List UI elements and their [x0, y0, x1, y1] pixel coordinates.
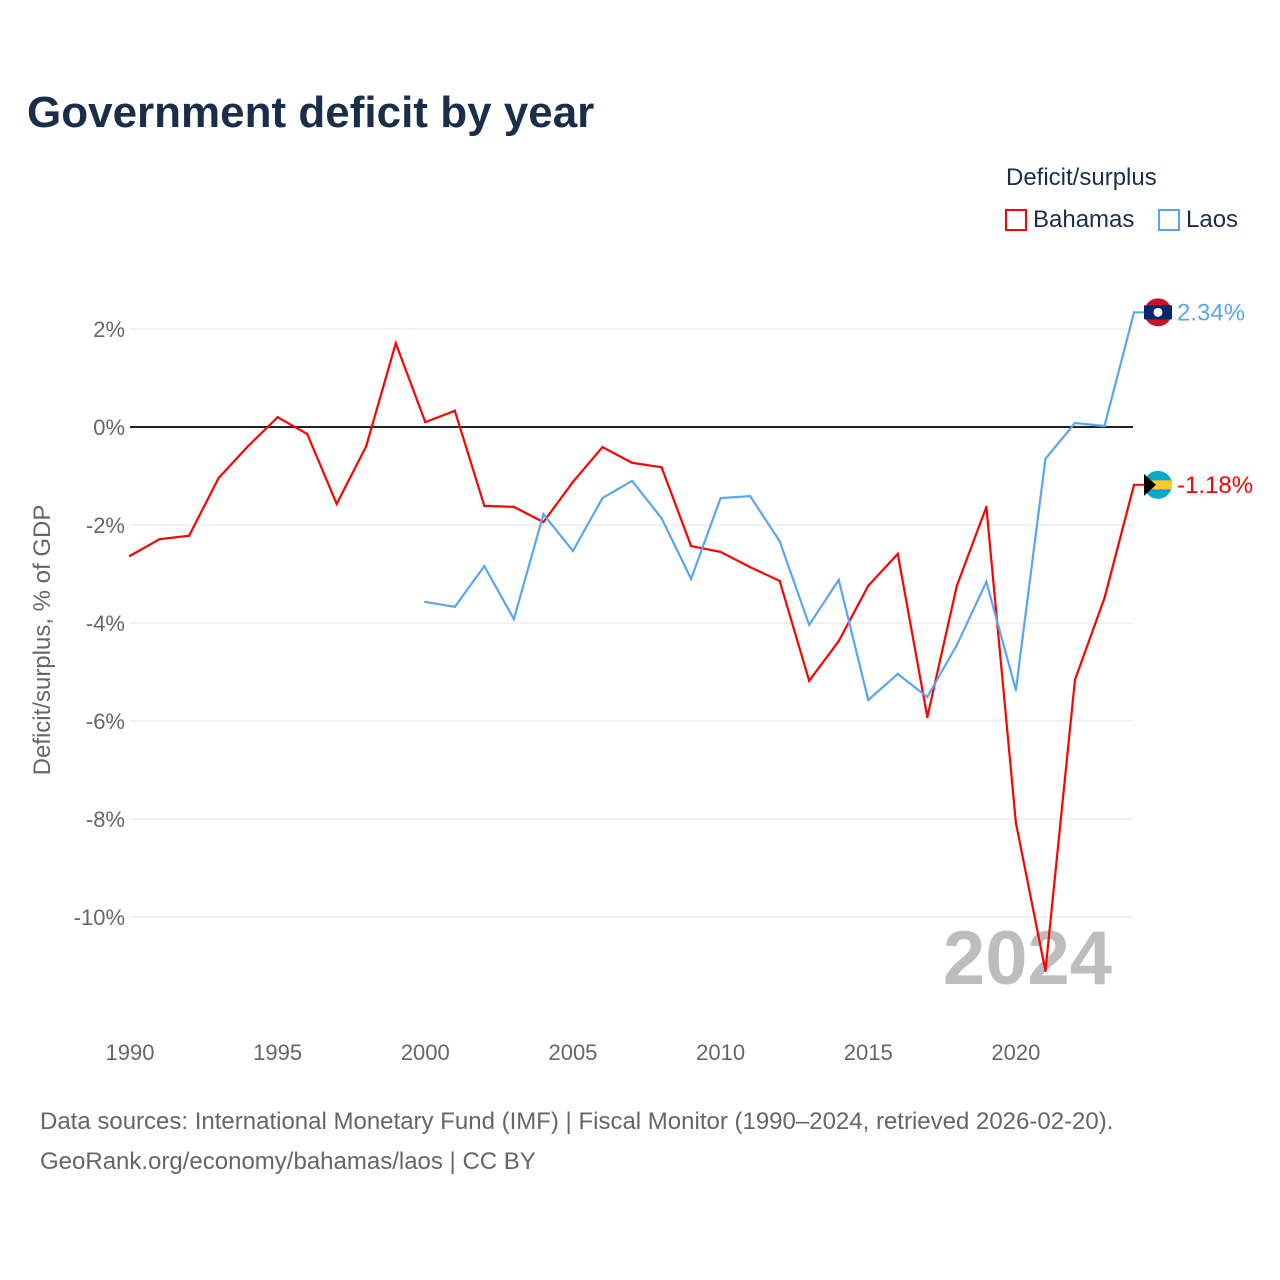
data-point: [246, 444, 250, 448]
data-point: [128, 554, 132, 558]
data-point: [660, 516, 663, 520]
legend-item-laos[interactable]: Laos: [1158, 206, 1238, 234]
data-point: [1044, 969, 1047, 973]
data-point: [807, 623, 811, 627]
data-point: [837, 578, 840, 582]
legend-label: Bahamas: [1033, 206, 1135, 233]
data-point: [1073, 421, 1077, 425]
data-point: [748, 494, 752, 498]
data-point: [926, 715, 929, 719]
data-point: [512, 505, 516, 509]
data-point: [985, 505, 988, 509]
data-point: [424, 600, 427, 604]
y-tick-label: 2%: [93, 317, 125, 342]
data-point: [1014, 688, 1018, 692]
data-point: [542, 513, 545, 516]
data-point: [660, 465, 663, 469]
data-point: [955, 584, 959, 587]
data-point: [867, 698, 870, 702]
data-point: [1073, 678, 1077, 682]
data-point: [187, 534, 191, 537]
data-point: [896, 672, 899, 676]
data-point: [424, 420, 427, 424]
data-point: [1014, 821, 1018, 825]
series-line-bahamas: [129, 339, 1136, 972]
x-tick-label: 2010: [696, 1040, 745, 1065]
data-point: [719, 496, 722, 500]
data-point: [778, 579, 781, 583]
x-tick-label: 2015: [844, 1040, 893, 1065]
legend-item-bahamas[interactable]: Bahamas: [1005, 206, 1134, 234]
data-point: [365, 444, 368, 448]
bahamas-flag-triangle: [1144, 473, 1156, 496]
y-tick-label: -6%: [86, 709, 125, 734]
chart-title: Government deficit by year: [27, 88, 595, 137]
data-point: [217, 476, 220, 480]
data-point: [748, 565, 752, 569]
data-point: [601, 445, 604, 449]
data-point: [335, 502, 338, 506]
data-point: [807, 679, 811, 683]
data-point: [896, 552, 899, 556]
data-point: [955, 643, 959, 647]
data-point: [778, 539, 781, 543]
legend-swatch-bahamas: [1005, 209, 1027, 231]
data-point: [1103, 596, 1106, 600]
y-tick-label: -2%: [86, 513, 125, 538]
end-value-label: -1.18%: [1177, 472, 1253, 499]
data-point: [689, 577, 693, 581]
data-point: [719, 550, 722, 554]
data-point: [1103, 424, 1106, 428]
data-point: [985, 580, 988, 584]
data-point: [837, 639, 840, 643]
legend-swatch-laos: [1158, 209, 1180, 231]
data-point: [601, 496, 604, 500]
x-tick-label: 2005: [548, 1040, 597, 1065]
data-point: [276, 416, 279, 419]
data-point: [571, 549, 575, 553]
x-tick-label: 2000: [401, 1040, 450, 1065]
data-point: [512, 617, 516, 621]
y-tick-label: 0%: [93, 415, 125, 440]
data-point: [1044, 457, 1047, 461]
footer-credit[interactable]: GeoRank.org/economy/bahamas/laos | CC BY: [40, 1148, 536, 1175]
data-point: [483, 504, 486, 508]
laos-flag-disc: [1153, 307, 1163, 317]
series-line-laos: [425, 312, 1136, 702]
y-axis-label: Deficit/surplus, % of GDP: [29, 505, 56, 776]
legend-label: Laos: [1186, 206, 1239, 233]
data-point: [158, 538, 161, 541]
data-point: [394, 342, 397, 345]
data-point: [630, 461, 634, 464]
x-tick-label: 1990: [106, 1040, 155, 1065]
data-point: [453, 409, 457, 413]
y-tick-label: -4%: [86, 611, 125, 636]
data-point: [630, 479, 634, 483]
end-value-label: 2.34%: [1177, 299, 1245, 326]
year-watermark: 2024: [943, 916, 1112, 1001]
data-point: [867, 584, 870, 587]
data-point: [689, 544, 693, 548]
data-point: [453, 605, 457, 609]
legend-title: Deficit/surplus: [1006, 164, 1157, 191]
y-tick-label: -10%: [74, 905, 125, 930]
data-point: [483, 564, 486, 568]
data-point: [542, 520, 545, 524]
x-tick-label: 1995: [253, 1040, 302, 1065]
data-point: [926, 695, 929, 699]
y-tick-label: -8%: [86, 807, 125, 832]
x-tick-label: 2020: [991, 1040, 1040, 1065]
data-point: [305, 432, 309, 436]
footer-source: Data sources: International Monetary Fun…: [40, 1108, 1114, 1135]
bahamas-flag-stripe: [1144, 480, 1172, 490]
data-point: [571, 480, 575, 484]
